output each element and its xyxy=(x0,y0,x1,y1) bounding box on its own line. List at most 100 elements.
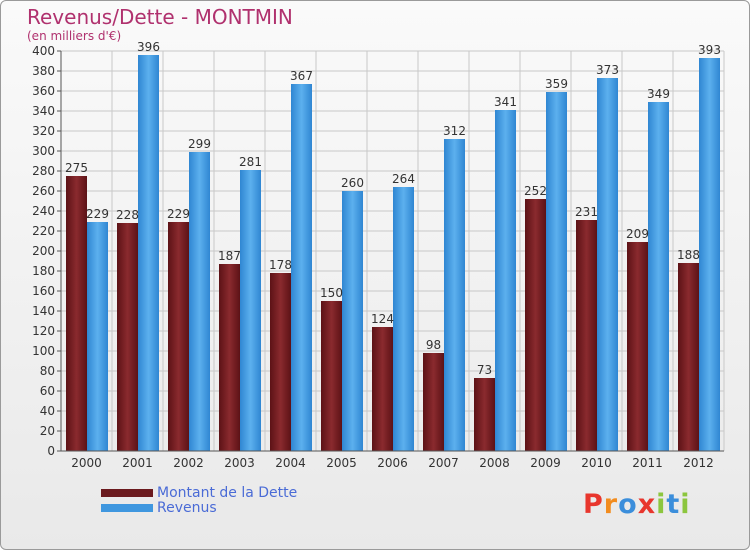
bar-debt-2005 xyxy=(321,301,342,451)
y-tick-label: 180 xyxy=(32,264,55,278)
proxiti-logo: Proxiti xyxy=(583,489,691,520)
data-label-debt: 150 xyxy=(320,286,343,300)
bar-debt-2007 xyxy=(423,353,444,451)
x-tick-label: 2010 xyxy=(581,456,612,470)
chart-title: Revenus/Dette - MONTMIN xyxy=(27,5,293,29)
data-label-revenue: 312 xyxy=(443,124,466,138)
y-tick-label: 340 xyxy=(32,104,55,118)
y-tick-label: 400 xyxy=(32,44,55,58)
logo-letter: P xyxy=(583,489,604,520)
y-tick-label: 240 xyxy=(32,204,55,218)
y-tick-label: 280 xyxy=(32,164,55,178)
y-tick-label: 60 xyxy=(40,384,55,398)
y-tick-label: 260 xyxy=(32,184,55,198)
x-tick-label: 2012 xyxy=(683,456,714,470)
bar-revenue-2005 xyxy=(342,191,363,451)
legend-swatch-debt xyxy=(101,489,153,497)
y-tick-label: 200 xyxy=(32,244,55,258)
bar-debt-2008 xyxy=(474,378,495,451)
chart-subtitle: (en milliers d'€) xyxy=(27,29,122,43)
data-label-debt: 178 xyxy=(269,258,292,272)
bar-debt-2004 xyxy=(270,273,291,451)
y-tick-label: 80 xyxy=(40,364,55,378)
bar-revenue-2009 xyxy=(546,92,567,451)
bar-revenue-2004 xyxy=(291,84,312,451)
x-tick-label: 2006 xyxy=(377,456,408,470)
data-label-debt: 187 xyxy=(218,249,241,263)
bar-debt-2000 xyxy=(66,176,87,451)
bar-revenue-2008 xyxy=(495,110,516,451)
x-tick-label: 2001 xyxy=(122,456,153,470)
y-tick-label: 100 xyxy=(32,344,55,358)
data-label-revenue: 341 xyxy=(494,95,517,109)
data-label-debt: 188 xyxy=(677,248,700,262)
bar-revenue-2001 xyxy=(138,55,159,451)
x-tick-label: 2003 xyxy=(224,456,255,470)
y-tick-label: 140 xyxy=(32,304,55,318)
data-label-debt: 124 xyxy=(371,312,394,326)
logo-letter: o xyxy=(618,489,638,520)
x-tick-label: 2007 xyxy=(428,456,459,470)
data-label-revenue: 229 xyxy=(86,207,109,221)
data-label-revenue: 281 xyxy=(239,155,262,169)
x-tick-label: 2004 xyxy=(275,456,306,470)
data-label-revenue: 367 xyxy=(290,69,313,83)
y-tick-label: 220 xyxy=(32,224,55,238)
y-tick-label: 20 xyxy=(40,424,55,438)
data-label-revenue: 393 xyxy=(698,43,721,57)
logo-letter: r xyxy=(603,489,619,520)
y-tick-label: 160 xyxy=(32,284,55,298)
x-tick-label: 2008 xyxy=(479,456,510,470)
x-tick-label: 2011 xyxy=(632,456,663,470)
bar-revenue-2000 xyxy=(87,222,108,451)
data-label-revenue: 373 xyxy=(596,63,619,77)
data-label-debt: 231 xyxy=(575,205,598,219)
data-label-revenue: 264 xyxy=(392,172,415,186)
y-tick-label: 360 xyxy=(32,84,55,98)
data-label-revenue: 260 xyxy=(341,176,364,190)
data-label-debt: 98 xyxy=(426,338,441,352)
data-label-debt: 209 xyxy=(626,227,649,241)
legend-label-revenue: Revenus xyxy=(157,500,217,516)
y-tick-label: 320 xyxy=(32,124,55,138)
data-label-revenue: 349 xyxy=(647,87,670,101)
bar-debt-2002 xyxy=(168,222,189,451)
bar-revenue-2006 xyxy=(393,187,414,451)
bar-revenue-2011 xyxy=(648,102,669,451)
y-tick-label: 380 xyxy=(32,64,55,78)
logo-letter: i xyxy=(656,489,667,520)
legend-swatch-revenue xyxy=(101,504,153,512)
y-tick-label: 40 xyxy=(40,404,55,418)
bar-revenue-2003 xyxy=(240,170,261,451)
y-tick-label: 300 xyxy=(32,144,55,158)
legend-label-debt: Montant de la Dette xyxy=(157,485,298,501)
bar-revenue-2002 xyxy=(189,152,210,451)
bar-revenue-2007 xyxy=(444,139,465,451)
bar-debt-2012 xyxy=(678,263,699,451)
data-label-debt: 73 xyxy=(477,363,492,377)
x-tick-label: 2002 xyxy=(173,456,204,470)
logo-letter: t xyxy=(666,489,681,520)
logo-letter: i xyxy=(680,489,691,520)
bar-debt-2011 xyxy=(627,242,648,451)
y-tick-label: 0 xyxy=(47,444,55,458)
data-label-debt: 252 xyxy=(524,184,547,198)
x-tick-label: 2009 xyxy=(530,456,561,470)
bar-debt-2003 xyxy=(219,264,240,451)
data-label-debt: 275 xyxy=(65,161,88,175)
x-tick-label: 2005 xyxy=(326,456,357,470)
y-tick-label: 120 xyxy=(32,324,55,338)
bar-debt-2010 xyxy=(576,220,597,451)
data-label-debt: 228 xyxy=(116,208,139,222)
data-label-revenue: 359 xyxy=(545,77,568,91)
data-label-revenue: 396 xyxy=(137,40,160,54)
bar-debt-2001 xyxy=(117,223,138,451)
data-label-debt: 229 xyxy=(167,207,190,221)
bar-debt-2009 xyxy=(525,199,546,451)
bar-debt-2006 xyxy=(372,327,393,451)
data-label-revenue: 299 xyxy=(188,137,211,151)
x-tick-label: 2000 xyxy=(71,456,102,470)
logo-letter: x xyxy=(637,489,657,520)
